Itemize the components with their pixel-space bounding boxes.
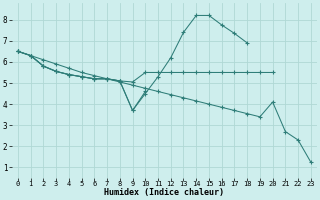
X-axis label: Humidex (Indice chaleur): Humidex (Indice chaleur): [104, 188, 224, 197]
